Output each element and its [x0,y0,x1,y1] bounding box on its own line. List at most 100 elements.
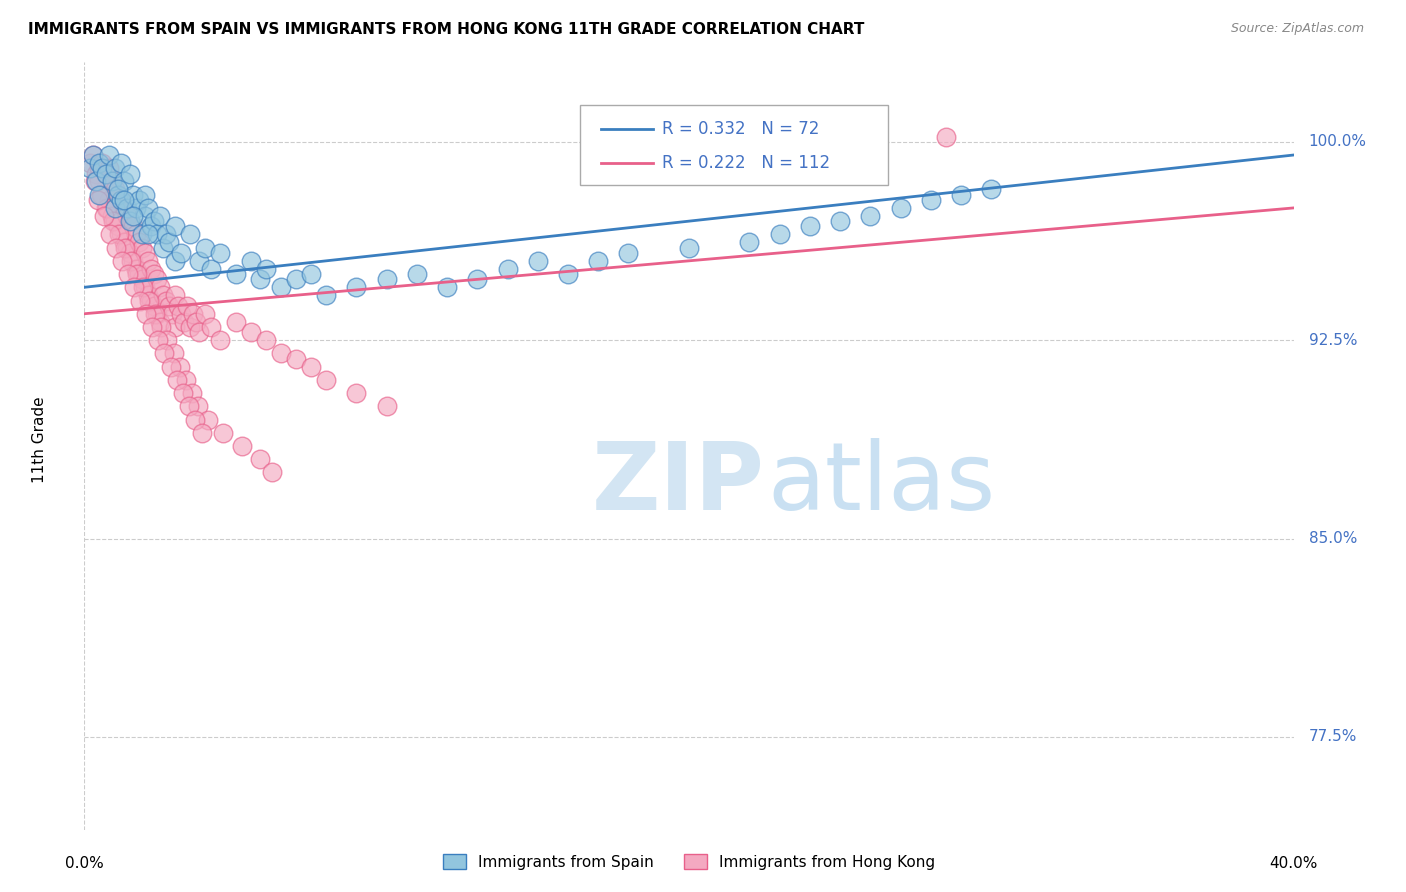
Text: 40.0%: 40.0% [1270,856,1317,871]
Point [406,267,429,281]
Point [181,307,204,321]
Point [588,253,610,268]
Legend: Immigrants from Spain, Immigrants from Hong Kong: Immigrants from Spain, Immigrants from H… [436,847,942,876]
Point [170,246,193,260]
Point [104,201,127,215]
Point [121,187,143,202]
Point [142,267,165,281]
Point [179,227,201,242]
Text: 0.0%: 0.0% [65,856,104,871]
Point [165,253,187,268]
Point [155,227,177,242]
Point [89,156,111,170]
Point [436,280,458,294]
Point [127,267,149,281]
Point [162,346,184,360]
Point [142,214,165,228]
Point [209,333,232,347]
Point [141,320,163,334]
Point [285,351,308,366]
Point [194,307,217,321]
Point [110,156,132,170]
Point [239,253,262,268]
Point [200,261,222,276]
Point [169,359,191,374]
Point [142,299,165,313]
Point [100,209,122,223]
Point [115,209,138,223]
Point [254,333,277,347]
Point [94,201,117,215]
Point [111,253,134,268]
Point [146,307,169,321]
Point [132,280,155,294]
Point [980,182,1002,196]
Point [122,280,145,294]
Point [128,193,150,207]
Point [315,288,337,302]
Point [260,466,283,480]
Point [107,219,129,234]
Point [225,315,247,329]
Point [152,241,174,255]
Point [769,227,792,242]
Point [183,412,205,426]
Point [94,167,117,181]
Point [249,272,271,286]
Point [678,241,700,255]
Point [121,209,143,223]
Text: Source: ZipAtlas.com: Source: ZipAtlas.com [1230,22,1364,36]
Point [136,253,159,268]
Point [197,412,219,426]
Point [375,272,398,286]
Point [84,174,107,188]
Point [136,288,159,302]
Point [134,280,156,294]
Point [254,261,277,276]
Point [135,307,157,321]
Point [136,227,159,242]
Text: 11th Grade: 11th Grade [31,396,46,483]
Point [114,241,136,255]
Point [935,129,957,144]
Text: ZIP: ZIP [592,438,765,531]
Point [112,193,135,207]
Point [107,187,129,202]
Point [738,235,761,250]
Point [91,187,114,202]
Point [155,293,177,308]
Point [186,315,208,329]
Text: R = 0.222   N = 112: R = 0.222 N = 112 [662,154,831,172]
Point [270,280,292,294]
Point [139,219,162,234]
Point [118,246,141,260]
Point [97,161,120,176]
Point [617,246,640,260]
Point [118,167,141,181]
Text: IMMIGRANTS FROM SPAIN VS IMMIGRANTS FROM HONG KONG 11TH GRADE CORRELATION CHART: IMMIGRANTS FROM SPAIN VS IMMIGRANTS FROM… [28,22,865,37]
Point [79,161,101,176]
Point [104,182,127,196]
Point [90,187,112,202]
Point [557,267,579,281]
Text: atlas: atlas [768,438,995,531]
Point [180,386,202,401]
Point [110,193,132,207]
Point [920,193,942,207]
Point [118,214,141,228]
Point [121,219,143,234]
Point [138,293,160,308]
Text: 77.5%: 77.5% [1309,730,1357,745]
Point [188,253,211,268]
Point [179,320,201,334]
Point [148,333,170,347]
Point [89,187,111,202]
Point [173,315,195,329]
Point [167,299,190,313]
Point [128,267,150,281]
Point [188,325,211,339]
Point [96,201,118,215]
Point [125,201,148,215]
Point [105,241,128,255]
Point [177,400,200,414]
